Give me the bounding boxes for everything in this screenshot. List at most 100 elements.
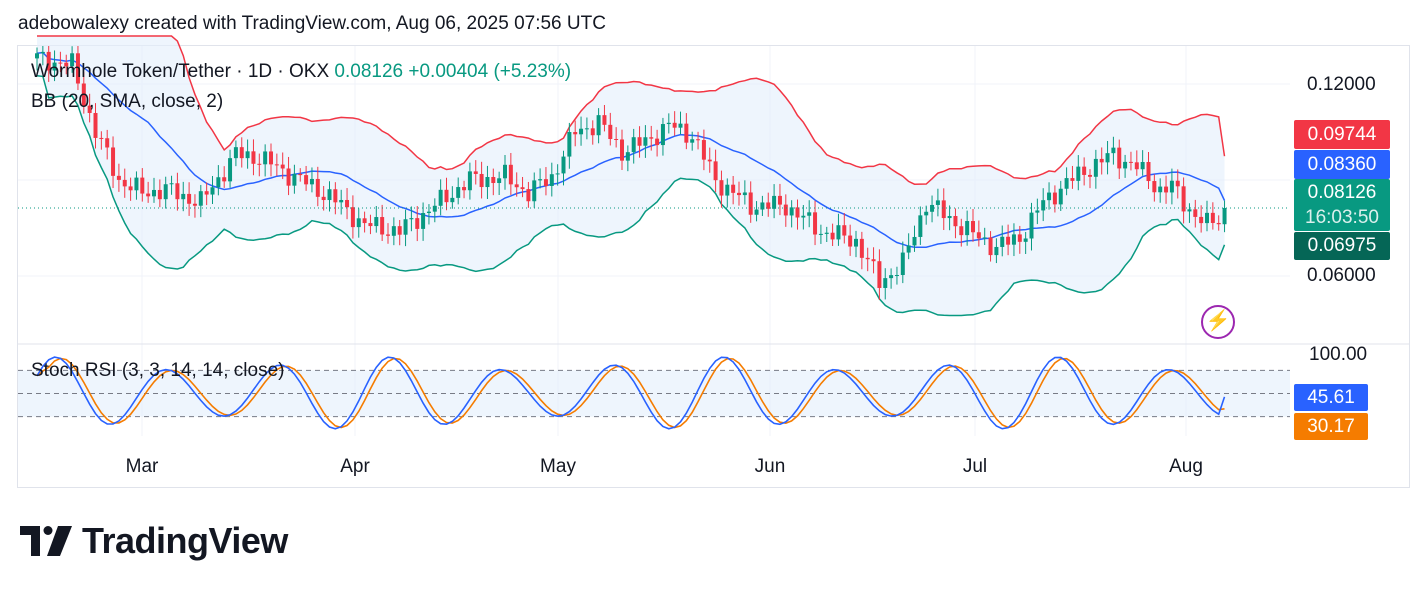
candle-body (877, 261, 882, 288)
candle-body (432, 205, 437, 212)
candle-body (620, 139, 624, 161)
candle-body (1041, 200, 1046, 211)
candle-body (286, 168, 291, 186)
candle-body (1123, 161, 1128, 169)
candle-body (889, 275, 894, 279)
candle-body (105, 138, 110, 148)
candle-body (1222, 207, 1227, 225)
candle-body (795, 207, 800, 218)
bb-lower-line (36, 74, 1226, 317)
candle-body (450, 197, 455, 203)
candle-body (1164, 186, 1169, 193)
candle-body (818, 233, 823, 235)
candle-body (415, 218, 420, 229)
candle-body (772, 195, 777, 209)
candle-body (1111, 147, 1116, 154)
candle-body (93, 112, 98, 138)
last-price: 0.08126 (334, 61, 404, 82)
candle-body (801, 215, 806, 218)
candle-body (1158, 186, 1163, 193)
candle-body (473, 171, 478, 174)
candle-body (1064, 178, 1069, 189)
candle-body (491, 176, 496, 184)
candle-body (684, 123, 689, 143)
candle-body (678, 123, 683, 128)
candle-body (579, 128, 584, 135)
candle-body (503, 164, 507, 179)
candle-body (152, 189, 156, 197)
candle-body (912, 236, 917, 246)
chart-frame[interactable] (17, 45, 1410, 488)
candle-body (1146, 161, 1151, 182)
candle-body (87, 105, 92, 113)
lightning-bolt-icon[interactable]: ⚡ (1201, 305, 1235, 339)
candle-body (111, 147, 116, 176)
candle-body (725, 184, 730, 196)
candle-body (836, 225, 841, 240)
candle-body (543, 179, 548, 186)
bb-basis-label: 0.08360 (1294, 150, 1390, 179)
candle-body (1205, 212, 1209, 224)
candle-body (508, 164, 513, 185)
time-tick-label: Jun (755, 456, 786, 477)
candle-body (245, 151, 250, 159)
candle-body (590, 128, 595, 136)
candle-body (122, 179, 127, 187)
candle-body (561, 156, 566, 174)
stoch-legend[interactable]: Stoch RSI (3, 3, 14, 14, close) (31, 360, 285, 381)
candle-body (99, 137, 104, 139)
candle-body (754, 209, 759, 215)
candle-body (549, 174, 554, 186)
candle-body (737, 192, 741, 196)
bb-legend[interactable]: BB (20, SMA, close, 2) (31, 91, 224, 112)
candle-body (514, 184, 519, 188)
candle-body (830, 232, 835, 240)
candle-body (971, 221, 975, 233)
candle-body (380, 217, 385, 235)
candle-body (666, 122, 671, 125)
candle-body (520, 187, 525, 190)
chart-credit: adebowalexy created with TradingView.com… (18, 13, 606, 34)
candle-body (81, 83, 86, 106)
price-change: +0.00404 (+5.23%) (408, 61, 572, 82)
candle-body (333, 189, 338, 203)
time-tick-label: Aug (1169, 456, 1203, 477)
candle-body (1076, 166, 1081, 181)
symbol-title[interactable]: Wormhole Token/Tether · 1D · OKX (31, 61, 330, 82)
stoch-tick-100: 100.00 (1309, 344, 1368, 365)
candle-body (1052, 192, 1057, 205)
candle-body (789, 207, 794, 216)
time-tick-label: May (540, 456, 576, 477)
candle-body (274, 164, 279, 166)
candle-body (46, 51, 51, 71)
candle-body (783, 204, 788, 216)
candle-body (263, 151, 268, 165)
candle-body (456, 187, 461, 198)
candle-body (438, 189, 443, 206)
candle-body (339, 199, 344, 203)
candle-body (935, 200, 940, 205)
candle-body (649, 137, 654, 139)
candle-body (1088, 174, 1092, 177)
symbol-legend[interactable]: Wormhole Token/Tether · 1D · OKX 0.08126… (31, 61, 571, 83)
candle-body (356, 218, 361, 228)
candle-body (64, 62, 69, 67)
candle-body (479, 173, 484, 188)
candle-body (608, 124, 613, 139)
candle-body (421, 213, 426, 229)
candle-body (953, 216, 958, 227)
candle-body (1199, 216, 1204, 224)
candle-body (257, 163, 262, 165)
candle-body (538, 179, 543, 181)
tradingview-logo[interactable]: TradingView (20, 520, 288, 562)
candle-body (1011, 234, 1016, 245)
candle-body (947, 216, 952, 219)
last-price-value: 0.08126 (1307, 182, 1377, 203)
candle-body (883, 278, 888, 288)
candle-body (1029, 212, 1034, 239)
candle-body (690, 139, 695, 143)
candle-body (146, 193, 151, 197)
candle-body (859, 238, 864, 258)
candle-body (497, 178, 502, 184)
